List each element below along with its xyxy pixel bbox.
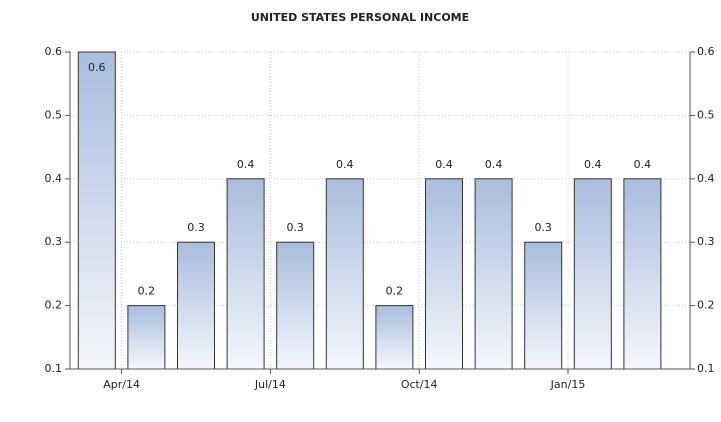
value-label: 0.2 bbox=[138, 285, 156, 298]
bar bbox=[276, 241, 315, 370]
bar bbox=[375, 305, 414, 370]
y-tick-label: 0.5 bbox=[45, 108, 63, 121]
y2-tick-label: 0.3 bbox=[697, 235, 715, 248]
y-tick-label: 0.1 bbox=[45, 362, 63, 375]
y-tick-label: 0.2 bbox=[45, 299, 63, 312]
bar bbox=[325, 178, 364, 370]
bar bbox=[524, 241, 563, 370]
y2-tick-label: 0.2 bbox=[697, 299, 715, 312]
value-label: 0.4 bbox=[485, 158, 503, 171]
bar bbox=[474, 178, 513, 370]
value-label: 0.4 bbox=[435, 158, 453, 171]
value-label: 0.6 bbox=[88, 61, 106, 74]
bar bbox=[127, 305, 166, 370]
y-tick-label: 0.6 bbox=[45, 45, 63, 58]
value-label: 0.4 bbox=[584, 158, 602, 171]
bar bbox=[573, 178, 612, 370]
y2-tick-label: 0.6 bbox=[697, 45, 715, 58]
value-label: 0.2 bbox=[386, 285, 404, 298]
bar bbox=[177, 241, 215, 370]
x-tick-label: Jul/14 bbox=[254, 378, 286, 391]
chart-title: UNITED STATES PERSONAL INCOME bbox=[251, 11, 469, 24]
value-label: 0.4 bbox=[237, 158, 255, 171]
bar bbox=[623, 178, 662, 370]
y2-tick-label: 0.4 bbox=[697, 172, 715, 185]
bar bbox=[226, 178, 265, 370]
bar bbox=[77, 51, 116, 370]
y2-tick-label: 0.5 bbox=[697, 108, 715, 121]
x-tick-label: Apr/14 bbox=[103, 378, 140, 391]
value-label: 0.3 bbox=[187, 221, 205, 234]
value-label: 0.4 bbox=[634, 158, 652, 171]
value-label: 0.3 bbox=[534, 221, 552, 234]
value-label: 0.3 bbox=[286, 221, 304, 234]
x-tick-label: Jan/15 bbox=[550, 378, 586, 391]
bar bbox=[425, 178, 463, 370]
value-label: 0.4 bbox=[336, 158, 354, 171]
y-tick-label: 0.3 bbox=[45, 235, 63, 248]
y-tick-label: 0.4 bbox=[45, 172, 63, 185]
x-tick-label: Oct/14 bbox=[401, 378, 438, 391]
y2-tick-label: 0.1 bbox=[697, 362, 715, 375]
